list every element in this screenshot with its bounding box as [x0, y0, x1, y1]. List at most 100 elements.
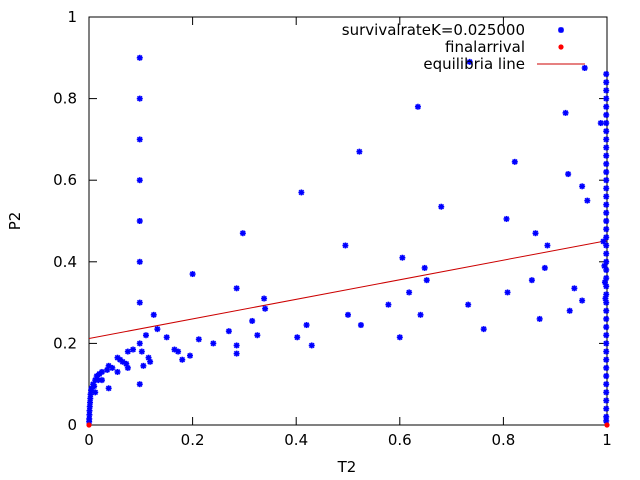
marker-stroke — [603, 373, 610, 379]
survival-point — [92, 389, 99, 396]
marker-stroke — [139, 348, 145, 355]
survival-point — [225, 328, 232, 335]
marker-stroke — [99, 377, 105, 383]
survival-point — [504, 289, 511, 296]
survival-point — [124, 348, 131, 355]
marker-stroke — [104, 367, 110, 373]
data-layer — [86, 54, 610, 428]
survival-point — [136, 258, 143, 265]
survival-point — [396, 334, 403, 341]
survival-point — [150, 311, 157, 318]
survival-point — [603, 103, 610, 110]
survival-point — [466, 58, 473, 65]
y-tick-label: 0.8 — [53, 90, 77, 108]
survival-point — [385, 301, 392, 308]
survival-point — [345, 311, 351, 318]
marker-stroke — [125, 365, 131, 371]
survival-point — [603, 120, 610, 127]
survival-point — [303, 322, 310, 329]
survival-point — [136, 136, 143, 143]
marker-stroke — [154, 326, 161, 332]
marker-stroke — [603, 348, 610, 355]
survival-point — [179, 356, 186, 363]
marker-stroke — [179, 356, 186, 363]
final-arrival-point — [86, 422, 92, 428]
survival-point — [210, 340, 217, 347]
survival-point — [541, 264, 548, 271]
survival-point — [562, 109, 569, 116]
survival-point — [603, 373, 610, 380]
survival-point — [136, 381, 143, 388]
marker-stroke — [123, 360, 130, 367]
marker-stroke — [163, 334, 170, 341]
marker-stroke — [603, 120, 610, 126]
survival-point — [124, 364, 131, 371]
survival-point — [294, 334, 301, 341]
marker-stroke — [511, 159, 518, 165]
survival-point — [579, 183, 586, 190]
survival-point — [603, 128, 610, 135]
marker-stroke — [603, 210, 610, 216]
legend: survivalrateK=0.025000finalarrivalequili… — [342, 21, 585, 73]
x-axis-ticks: 0 0.2 0.4 0.6 0.8 1 — [84, 17, 612, 449]
marker-stroke — [298, 189, 305, 196]
survival-point — [602, 295, 609, 302]
marker-stroke — [536, 316, 543, 322]
survival-point — [566, 307, 573, 314]
survival-point — [503, 215, 510, 222]
marker-stroke — [136, 136, 143, 143]
survival-point — [584, 197, 591, 204]
marker-stroke — [399, 254, 406, 261]
marker-stroke — [562, 110, 569, 116]
survival-point — [406, 289, 413, 296]
survival-point — [356, 148, 363, 155]
marker-stroke — [571, 285, 578, 292]
marker-stroke — [603, 185, 610, 192]
survival-point — [571, 285, 578, 292]
survival-point — [233, 342, 240, 349]
survival-point — [603, 389, 610, 396]
marker-stroke — [87, 399, 93, 406]
marker-stroke — [603, 356, 610, 363]
marker-stroke — [579, 297, 585, 304]
legend-marker — [558, 44, 564, 50]
marker-stroke — [601, 263, 608, 269]
survival-point — [603, 356, 610, 363]
marker-stroke — [308, 342, 315, 349]
survival-point — [114, 368, 121, 375]
marker-stroke — [136, 95, 143, 102]
marker-stroke — [602, 279, 608, 286]
marker-stroke — [603, 397, 610, 404]
legend-marker — [558, 27, 564, 33]
marker-stroke — [143, 332, 149, 339]
survival-point — [581, 65, 588, 71]
marker-stroke — [579, 183, 585, 190]
x-tick-label: 0.6 — [388, 431, 412, 449]
survival-point — [603, 417, 610, 424]
marker-stroke — [86, 403, 93, 410]
marker-stroke — [603, 365, 610, 371]
marker-stroke — [603, 283, 610, 290]
x-tick-label: 1 — [602, 431, 612, 449]
survival-point — [189, 271, 196, 278]
x-tick-label: 0 — [84, 431, 94, 449]
marker-stroke — [345, 312, 351, 318]
survival-point — [480, 326, 487, 333]
legend-label: finalarrival — [445, 38, 525, 56]
survival-point — [603, 226, 610, 233]
marker-stroke — [603, 299, 610, 306]
marker-stroke — [86, 407, 93, 414]
survival-point — [138, 348, 145, 355]
legend-label: survivalrateK=0.025000 — [342, 21, 525, 39]
marker-stroke — [603, 161, 610, 167]
survival-point — [536, 315, 543, 322]
marker-stroke — [114, 354, 121, 361]
survival-point — [603, 79, 610, 86]
legend-label: equilibria line — [423, 55, 525, 73]
survival-point — [603, 87, 610, 94]
survival-point — [603, 405, 610, 412]
marker-stroke — [136, 381, 143, 388]
survival-point — [147, 358, 154, 365]
marker-stroke — [136, 340, 143, 347]
